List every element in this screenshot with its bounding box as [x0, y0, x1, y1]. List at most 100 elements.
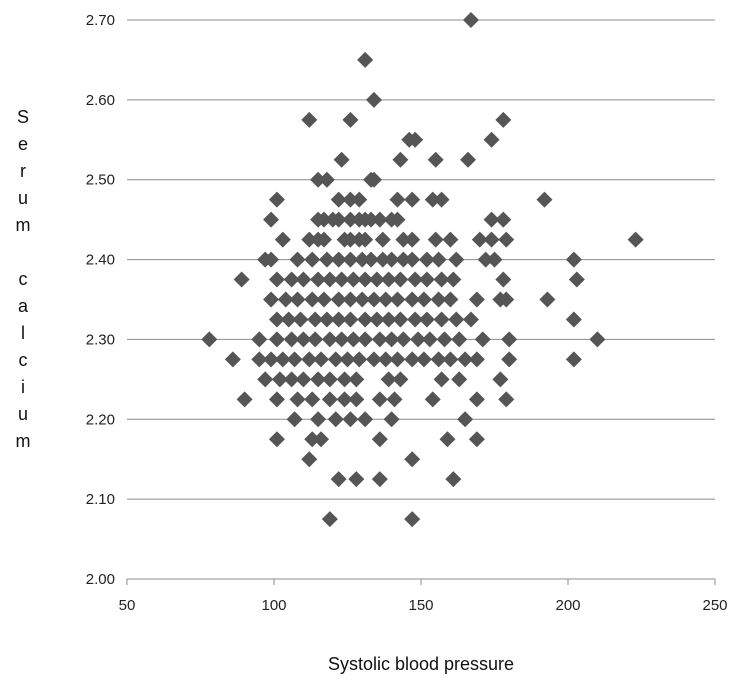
data-point [445, 471, 462, 488]
data-point [268, 431, 285, 448]
data-point [357, 311, 374, 328]
data-point [427, 151, 444, 168]
data-point [321, 271, 338, 288]
data-point [363, 211, 380, 228]
data-point [371, 391, 388, 408]
data-point [380, 311, 397, 328]
data-point [448, 251, 465, 268]
data-point [483, 131, 500, 148]
x-tick-label: 150 [408, 597, 433, 614]
x-tick-label: 100 [261, 597, 286, 614]
data-point [348, 471, 365, 488]
data-point [330, 211, 347, 228]
data-point [371, 431, 388, 448]
data-point [380, 371, 397, 388]
data-point [295, 371, 312, 388]
data-point [433, 191, 450, 208]
x-axis-tick-labels: 50 100 150 200 250 [119, 579, 728, 614]
data-point [295, 331, 312, 348]
data-point [283, 331, 300, 348]
data-point [418, 311, 435, 328]
data-point [468, 291, 485, 308]
data-point [330, 291, 347, 308]
data-point [307, 331, 324, 348]
data-point [442, 231, 459, 248]
data-point [336, 391, 353, 408]
data-point [404, 251, 421, 268]
data-point [251, 331, 268, 348]
data-point [457, 351, 474, 368]
data-point [498, 391, 515, 408]
data-point [342, 191, 359, 208]
data-point [365, 291, 382, 308]
data-point [342, 211, 359, 228]
data-points [201, 12, 644, 528]
data-point [462, 311, 479, 328]
data-point [307, 311, 324, 328]
data-point [348, 371, 365, 388]
data-point [483, 211, 500, 228]
data-point [315, 231, 332, 248]
y-tick-label: 2.10 [86, 491, 115, 508]
data-point [283, 371, 300, 388]
data-point [342, 411, 359, 428]
data-point [457, 411, 474, 428]
data-point [501, 351, 518, 368]
data-point [415, 291, 432, 308]
data-point [333, 331, 350, 348]
data-point [365, 91, 382, 108]
data-point [371, 331, 388, 348]
data-point [483, 231, 500, 248]
data-point [589, 331, 606, 348]
data-point [263, 211, 280, 228]
data-point [315, 291, 332, 308]
data-point [345, 271, 362, 288]
data-point [392, 271, 409, 288]
data-point [495, 211, 512, 228]
data-point [333, 271, 350, 288]
data-point [321, 391, 338, 408]
data-point [321, 331, 338, 348]
data-point [345, 331, 362, 348]
data-point [321, 511, 338, 528]
data-point [404, 511, 421, 528]
y-tick-label: 2.40 [86, 252, 115, 269]
data-point [380, 271, 397, 288]
data-point [354, 291, 371, 308]
data-point [471, 231, 488, 248]
data-point [336, 371, 353, 388]
data-point [468, 351, 485, 368]
data-point [433, 311, 450, 328]
data-point [424, 391, 441, 408]
data-point [342, 251, 359, 268]
data-point [492, 371, 509, 388]
data-point [354, 251, 371, 268]
data-point [442, 291, 459, 308]
data-point [224, 351, 241, 368]
data-point [565, 311, 582, 328]
data-point [236, 391, 253, 408]
data-point [565, 351, 582, 368]
data-point [310, 171, 327, 188]
data-point [263, 291, 280, 308]
data-point [263, 251, 280, 268]
data-point [330, 251, 347, 268]
data-point [363, 251, 380, 268]
data-point [315, 211, 332, 228]
data-point [474, 331, 491, 348]
y-tick-label: 2.60 [86, 92, 115, 109]
data-point [304, 291, 321, 308]
data-point [392, 311, 409, 328]
data-point [445, 271, 462, 288]
data-point [357, 51, 374, 68]
data-point [327, 351, 344, 368]
data-point [383, 411, 400, 428]
data-point [565, 251, 582, 268]
data-point [371, 211, 388, 228]
data-point [357, 411, 374, 428]
data-point [268, 311, 285, 328]
data-point [283, 271, 300, 288]
data-point [277, 291, 294, 308]
data-point [280, 311, 297, 328]
data-point [257, 371, 274, 388]
